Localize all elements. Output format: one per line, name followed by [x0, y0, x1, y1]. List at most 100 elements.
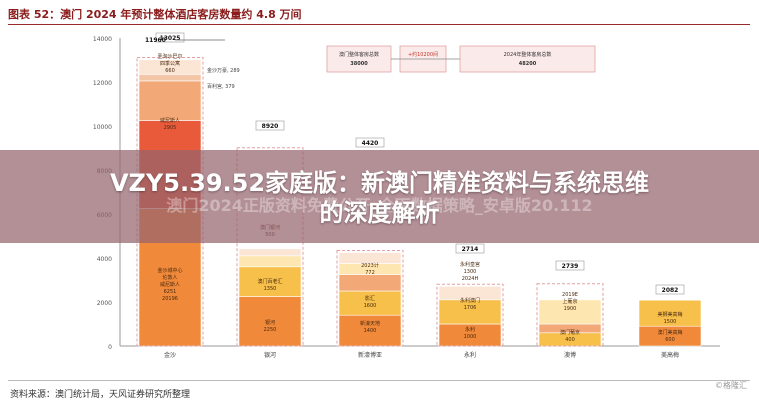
bar-segment: [238, 255, 302, 268]
segment-label: 2024H: [462, 276, 479, 282]
total-label-box: [455, 243, 485, 254]
total-label-box: [155, 32, 185, 43]
total-label-box: [355, 137, 385, 148]
source-note: 资料来源：澳门统计局，天风证券研究所整理: [10, 390, 191, 400]
bar-segment: [238, 296, 302, 347]
side-note: 百利宫, 379: [207, 83, 235, 90]
y-tick-label: 0: [108, 344, 112, 351]
segment-label: 威尼斯人: [160, 117, 180, 124]
bar-segment: [538, 285, 602, 301]
segment-label: 1706: [464, 305, 477, 311]
legend-box: [326, 45, 392, 73]
legend-box-text: 48200: [519, 61, 537, 67]
segment-label: 2905: [164, 125, 177, 131]
segment-label: 四季公寓: [160, 60, 180, 67]
y-tick-label: 14000: [93, 36, 112, 43]
segment-label: 6251: [164, 289, 177, 295]
total-label-box: [555, 260, 585, 271]
legend-box-text: 38000: [350, 61, 368, 67]
total-label-box: [255, 120, 285, 131]
legend-box-text: 澳门整体客房总数: [339, 51, 379, 58]
banner-title: VZY5.39.52家庭版：新澳门精准资料与系统思维 的深度解析: [0, 168, 759, 228]
segment-label: 澳门百老汇: [257, 278, 282, 285]
segment-label: 2019E: [562, 292, 578, 298]
segment-label: 影汇: [365, 295, 375, 302]
x-tick-label: 澳博: [564, 351, 576, 359]
segment-label: 2023计: [361, 262, 379, 269]
x-tick-label: 美高梅: [661, 351, 679, 359]
total-label: 13025: [160, 35, 181, 42]
segment-label: 永利澳门: [460, 297, 480, 304]
bar-segment: [638, 299, 702, 327]
bar-outline: [236, 147, 304, 347]
x-tick-label: 新濠博亚: [358, 351, 382, 359]
side-note-total: 11960: [145, 37, 166, 44]
segment-label: 660: [165, 68, 175, 74]
segment-label: 伦敦人: [162, 274, 177, 281]
y-tick-label: 4000: [97, 256, 112, 263]
segment-label: 1350: [264, 286, 277, 292]
bar-segment: [238, 248, 302, 257]
segment-label: 上葡京: [562, 298, 577, 305]
segment-label: 1000: [464, 334, 477, 340]
segment-label: 20196: [162, 296, 178, 302]
bar-outline: [536, 283, 604, 347]
y-tick-label: 10000: [93, 124, 112, 131]
legend-box-text: 2024年整体客房总数: [504, 51, 552, 58]
segment-label: 2250: [264, 327, 277, 333]
segment-label: 金沙城中心: [157, 267, 182, 274]
segment-label: 澳门美高梅: [657, 329, 682, 336]
segment-label: 1600: [364, 303, 377, 309]
source-divider: [8, 380, 750, 381]
total-label-box: [655, 284, 685, 295]
segment-label: 1400: [364, 328, 377, 334]
bar-segment: [138, 74, 202, 82]
segment-label: 600: [665, 337, 675, 343]
banner-ghost-text: 澳门2024正版资料免费公开_全面数据策略_安卓版20.112: [166, 196, 593, 215]
y-tick-label: 12000: [93, 80, 112, 87]
overlay-banner: [0, 150, 759, 243]
bar-segment: [138, 80, 202, 121]
segment-label: 威尼斯人: [160, 281, 180, 288]
bar-segment: [338, 274, 402, 292]
bar-segment: [138, 59, 202, 75]
bar-segment: [338, 314, 402, 347]
legend-box-text: +约10200间: [408, 51, 438, 58]
bar-segment: [438, 299, 502, 325]
segment-label: 澳门葡京: [560, 329, 580, 336]
segment-label: 新濠天地: [360, 320, 380, 327]
x-tick-label: 永利: [464, 351, 476, 359]
total-label: 2739: [562, 263, 579, 270]
segment-label: 400: [565, 337, 575, 343]
figure-title: 图表 52：澳门 2024 年预计整体酒店客房数量约 4.8 万间: [8, 8, 302, 21]
segment-label: 永利: [465, 326, 475, 333]
banner-title-line-1: VZY5.39.52家庭版：新澳门精准资料与系统思维: [109, 169, 650, 197]
segment-label: 圣淘沙巴尔: [157, 53, 182, 60]
segment-label: 1500: [664, 319, 677, 325]
legend-box: [459, 45, 596, 73]
segment-label: 银河: [265, 319, 275, 326]
x-tick-label: 银河: [264, 351, 276, 359]
y-tick-label: 2000: [97, 300, 112, 307]
segment-label: 永利皇宫: [460, 261, 480, 268]
banner-title-line-2: 的深度解析: [319, 199, 440, 227]
bar-segment: [438, 285, 502, 301]
segment-label: 美狮美高梅: [657, 311, 682, 318]
bar-segment: [238, 266, 302, 297]
bar-outline: [436, 283, 504, 347]
segment-label: 1300: [464, 269, 477, 275]
bar-segment: [338, 252, 402, 264]
total-label: 2714: [462, 246, 479, 253]
title-divider: [8, 24, 750, 25]
segment-label: 1900: [564, 306, 577, 312]
segment-label: 772: [365, 270, 375, 276]
total-label: 4420: [362, 140, 379, 147]
total-label: 2082: [662, 287, 679, 294]
side-note: 金沙万豪, 289: [207, 67, 240, 74]
x-tick-label: 金沙: [164, 351, 176, 359]
watermark: ©格隆汇: [715, 381, 747, 390]
bar-segment: [538, 299, 602, 325]
bar-segment: [338, 290, 402, 316]
total-label: 8920: [262, 123, 279, 130]
bar-outline: [336, 250, 404, 347]
